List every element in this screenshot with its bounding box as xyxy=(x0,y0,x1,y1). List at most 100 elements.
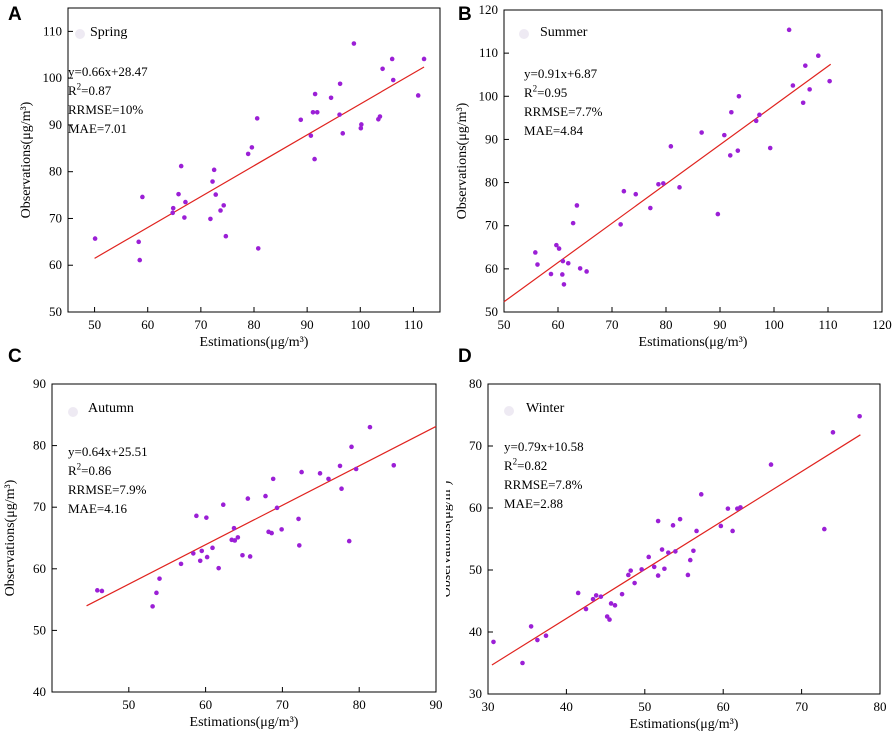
data-point xyxy=(656,181,661,187)
plot-frame xyxy=(503,9,883,313)
data-point xyxy=(699,130,704,135)
r2-value: =0.95 xyxy=(537,85,568,100)
data-point xyxy=(753,118,759,124)
x-tick-label: 70 xyxy=(276,697,289,712)
r2-value: =0.86 xyxy=(81,463,112,478)
data-point xyxy=(668,144,674,149)
data-point xyxy=(249,145,255,150)
data-point xyxy=(353,466,359,472)
data-point xyxy=(822,526,827,532)
x-tick-label: 100 xyxy=(351,317,371,332)
data-point xyxy=(528,624,534,629)
data-point xyxy=(137,257,143,263)
data-point xyxy=(389,56,395,62)
data-point xyxy=(255,246,261,251)
data-point xyxy=(729,109,734,115)
x-tick-label: 60 xyxy=(141,317,154,332)
data-point xyxy=(157,576,162,581)
data-point xyxy=(607,617,612,622)
data-point xyxy=(561,282,567,287)
data-point xyxy=(197,558,203,564)
scatter-plot-spring: 50 60 70 80 90 100 110 50 60 70 80 90 100 110 Estimati… xyxy=(19,7,441,350)
rrmse: RRMSE=10% xyxy=(68,102,144,117)
y-axis-label: Observations(μg/m³) xyxy=(446,480,454,597)
data-point xyxy=(639,567,644,572)
data-point xyxy=(377,114,383,119)
data-point xyxy=(677,185,682,190)
data-point xyxy=(619,591,625,597)
x-tick-label: 80 xyxy=(353,697,366,712)
data-point xyxy=(367,424,373,430)
legend-dot xyxy=(504,406,514,416)
data-point xyxy=(730,528,735,534)
scatter-plot-summer: 50 60 70 80 90 100 110 120 50 60 70 80 90 100 110 120 Es… xyxy=(455,2,892,350)
fit-line xyxy=(94,66,425,259)
data-point xyxy=(520,660,525,666)
panel-b: B 50 60 70 80 90 100 110 120 50 60 70 80 90 100 110 120… xyxy=(446,0,892,350)
data-point xyxy=(584,269,589,274)
data-point xyxy=(790,83,796,88)
data-point xyxy=(666,550,671,555)
x-tick-label: 70 xyxy=(194,317,207,332)
data-point xyxy=(312,91,318,97)
data-point xyxy=(415,93,421,98)
x-axis-label: Estimations(μg/m³) xyxy=(639,335,748,350)
data-point xyxy=(178,163,184,169)
data-point xyxy=(535,262,540,267)
rrmse: RRMSE=7.7% xyxy=(524,104,603,119)
data-point xyxy=(270,476,276,482)
stats-block: y=0.64x+25.51 R2=0.86 RRMSE=7.9% MAE=4.1… xyxy=(68,442,148,518)
data-point xyxy=(339,486,344,492)
data-point xyxy=(296,543,302,548)
data-point xyxy=(310,109,316,115)
y-tick-label: 90 xyxy=(33,376,46,391)
legend-dot xyxy=(68,407,78,417)
r-squared: R2=0.95 xyxy=(524,83,568,100)
panel-letter: C xyxy=(8,346,22,367)
data-point xyxy=(535,637,540,643)
data-point xyxy=(612,603,618,608)
scatter-plot-autumn: 50 60 70 80 90 40 50 60 70 80 90 Estimations(μg/m³)… xyxy=(3,376,443,730)
y-axis-label: Observations(μg/m³) xyxy=(3,479,18,596)
panel-d: D 30 40 50 60 70 80 30 40 50 60 70 80 Estimations(μg… xyxy=(446,346,892,732)
data-point xyxy=(800,100,806,106)
data-point xyxy=(183,199,188,205)
data-point xyxy=(633,191,639,197)
data-point xyxy=(298,117,304,123)
y-axis-label: Observations(μg/m³) xyxy=(455,102,470,219)
data-point xyxy=(857,413,862,419)
data-point xyxy=(727,153,733,158)
data-point xyxy=(182,215,187,220)
y-tick-label: 60 xyxy=(469,500,482,515)
panel-letter: D xyxy=(458,346,472,367)
y-tick-label: 50 xyxy=(469,562,482,577)
data-point xyxy=(736,93,742,99)
y-tick-label: 100 xyxy=(43,70,63,85)
data-point xyxy=(359,122,364,127)
data-point xyxy=(223,233,229,239)
x-tick-label: 50 xyxy=(638,699,651,714)
data-point xyxy=(92,236,98,241)
plot-frame xyxy=(51,383,437,693)
r2-prefix: R xyxy=(504,458,513,473)
data-point xyxy=(245,496,251,501)
data-point xyxy=(312,156,317,162)
data-point xyxy=(247,554,253,559)
data-point xyxy=(621,188,627,194)
data-point xyxy=(687,557,693,563)
data-point xyxy=(651,564,657,570)
data-point xyxy=(570,220,576,226)
r2-prefix: R xyxy=(68,463,77,478)
data-point xyxy=(598,594,604,599)
data-point xyxy=(204,554,210,560)
y-tick-label: 80 xyxy=(485,175,498,190)
data-point xyxy=(210,545,215,551)
data-point xyxy=(491,639,496,645)
data-point xyxy=(673,549,678,554)
y-tick-label: 70 xyxy=(469,438,482,453)
data-point xyxy=(618,222,623,227)
x-tick-label: 70 xyxy=(795,699,808,714)
data-point xyxy=(326,476,331,482)
data-point xyxy=(328,95,334,101)
y-tick-label: 80 xyxy=(469,376,482,391)
